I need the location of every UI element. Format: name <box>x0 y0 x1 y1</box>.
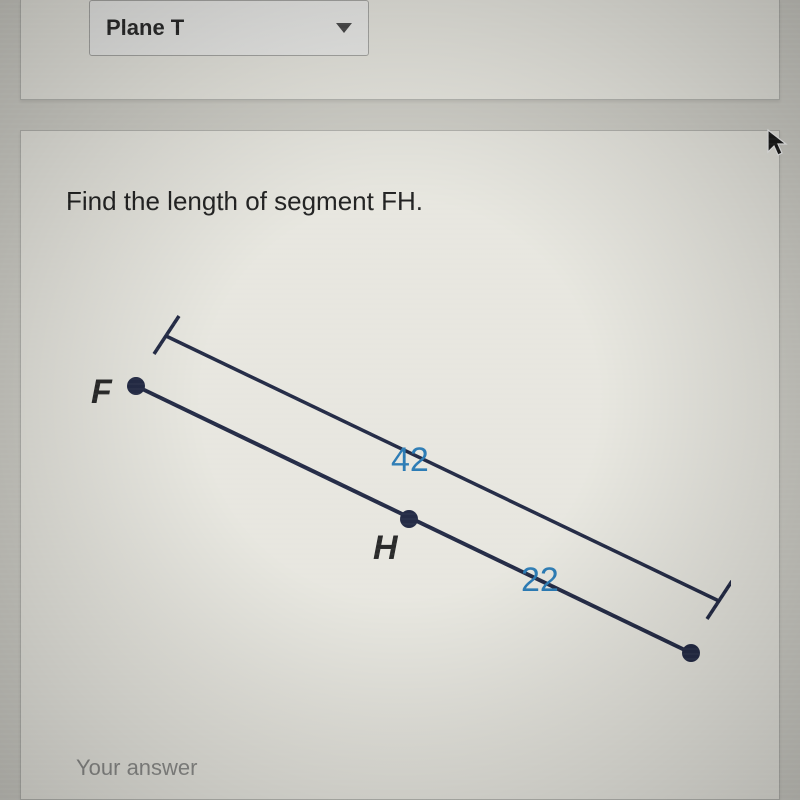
label-G: G <box>676 666 702 671</box>
dropdown-plane[interactable]: Plane T <box>89 0 369 56</box>
chevron-down-icon <box>336 23 352 33</box>
question-prompt: Find the length of segment FH. <box>66 186 423 217</box>
label-F: F <box>91 373 113 411</box>
measure-HG: 22 <box>521 561 559 599</box>
dropdown-label: Plane T <box>106 15 184 41</box>
cursor-icon <box>766 128 788 163</box>
measure-FG: 42 <box>391 441 429 479</box>
question-panel: Find the length of segment FH. F H G 42 … <box>20 130 780 800</box>
answer-placeholder[interactable]: Your answer <box>76 755 197 781</box>
top-panel: Plane T <box>20 0 780 100</box>
geometry-diagram: F H G 42 22 <box>51 291 731 671</box>
label-H: H <box>373 529 399 567</box>
